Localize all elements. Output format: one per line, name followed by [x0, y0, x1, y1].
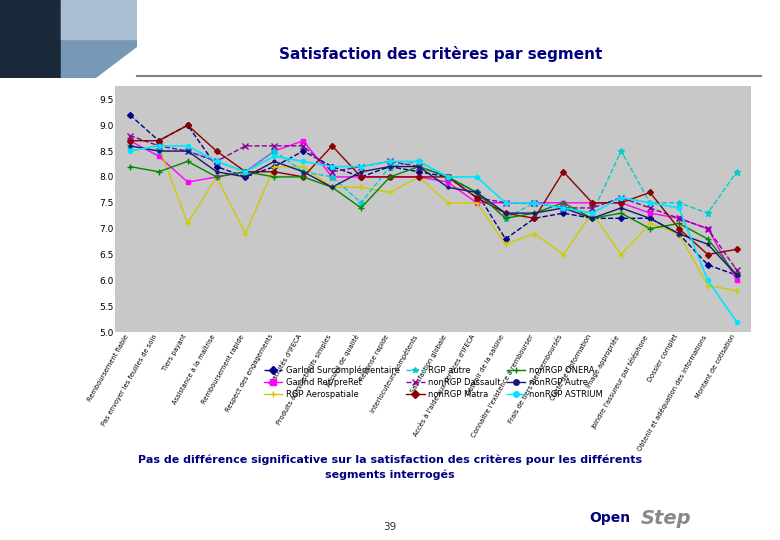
- Polygon shape: [95, 47, 136, 78]
- Bar: [62, 0, 136, 39]
- Bar: [62, 0, 136, 78]
- Text: 39: 39: [384, 522, 396, 531]
- Text: Step: Step: [641, 509, 692, 528]
- Text: Open: Open: [589, 511, 630, 525]
- Legend: GarInd Surcomplémentaire, GarInd Ret/preRet, RGP Aerospatiale, RGP autre, nonRGP: GarInd Surcomplémentaire, GarInd Ret/pre…: [261, 363, 605, 401]
- Text: Pas de différence significative sur la satisfaction des critères pour les différ: Pas de différence significative sur la s…: [138, 455, 642, 480]
- Text: Satisfaction des critères par segment: Satisfaction des critères par segment: [279, 46, 602, 62]
- Bar: [0, 0, 62, 78]
